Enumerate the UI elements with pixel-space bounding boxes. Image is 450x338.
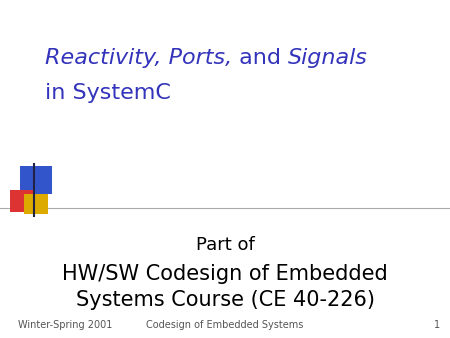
Text: and: and: [232, 48, 288, 68]
Text: Signals: Signals: [288, 48, 368, 68]
Text: Reactivity, Ports,: Reactivity, Ports,: [45, 48, 232, 68]
Bar: [24, 194, 48, 214]
Text: Codesign of Embedded Systems: Codesign of Embedded Systems: [146, 320, 304, 330]
Text: in SystemC: in SystemC: [45, 83, 171, 103]
Bar: [20, 166, 52, 194]
Text: Part of: Part of: [196, 236, 254, 254]
Text: Systems Course (CE 40-226): Systems Course (CE 40-226): [76, 290, 374, 310]
Bar: [10, 190, 34, 212]
Text: 1: 1: [434, 320, 440, 330]
Text: HW/SW Codesign of Embedded: HW/SW Codesign of Embedded: [62, 264, 388, 285]
Text: Winter-Spring 2001: Winter-Spring 2001: [18, 320, 112, 330]
